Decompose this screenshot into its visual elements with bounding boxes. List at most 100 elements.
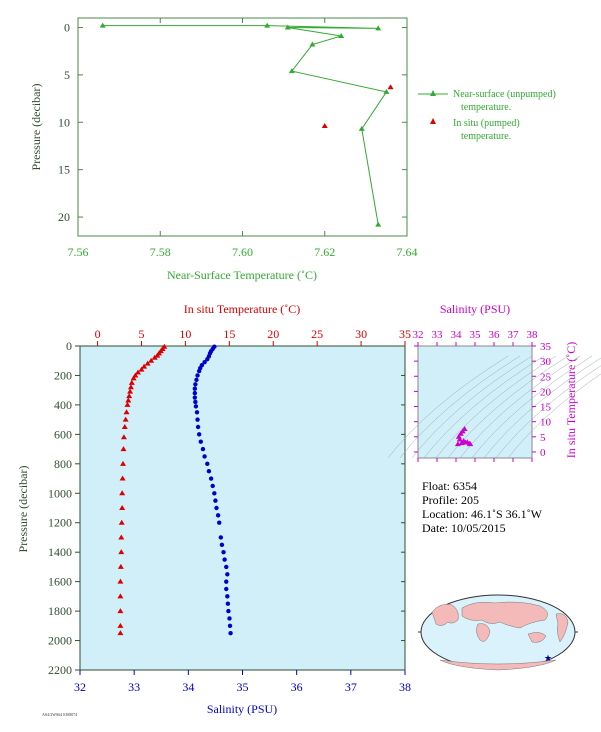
pressure-tick-label: 1800 [48,604,72,618]
ts-density-contour [435,355,557,459]
ts-chart: Salinity (PSU) In situ Temperature (˚C) … [387,302,601,462]
temperature-point [121,424,128,429]
temperature-tick-label: 25 [311,327,323,341]
legend-text-unpumped-line2: temperature. [461,102,511,113]
ts-density-contour [495,365,601,459]
temperature-tick-label: 35 [399,327,411,341]
near-surface-x-ticks: 7.56 7.58 7.60 7.62 7.64 [68,18,418,259]
legend-text-pumped-line1: In situ (pumped) [453,118,520,129]
salinity-point [217,520,222,525]
salinity-point [227,623,233,629]
pressure-tick-label: 0 [66,339,72,353]
salinity-tick-label: 37 [345,680,357,694]
ts-density-contour [387,355,509,459]
near-surface-x-tick-label: 7.60 [232,245,253,259]
salinity-point [225,572,230,577]
ts-point [461,425,468,431]
temperature-point [120,460,127,466]
profile-chart: 0 5 10 15 20 25 30 35 32 33 34 35 36 37 38 0 200 400 600… [16,302,411,716]
near-surface-x-tick-label: 7.56 [68,245,89,259]
temperature-point [154,352,161,358]
ts-x-tick-label: 35 [470,329,482,341]
salinity-point [214,505,219,511]
salinity-point [195,424,201,430]
unpumped-point [288,68,295,74]
unpumped-point [375,221,382,227]
info-location: Location: 46.1˚S 36.1˚W [422,507,543,521]
near-surface-y-tick-label: 15 [58,163,70,177]
ts-x-tick-label: 33 [432,329,444,341]
ts-y-tick-label: 25 [540,371,552,383]
ts-y-label: In situ Temperature (˚C) [564,342,578,459]
salinity-point [208,476,214,481]
map-land-africa [476,623,491,642]
temperature-point [128,379,135,385]
pumped-point [321,123,328,129]
map-land-eurasia [461,601,548,629]
pressure-tick-label: 1200 [48,516,72,530]
temperature-point [130,375,137,381]
ts-point [456,436,463,442]
temperature-point [126,393,133,399]
ts-y-ticks: 0 5 10 15 20 25 30 35 [414,341,552,459]
pressure-tick-label: 2200 [48,663,72,677]
salinity-point [198,439,203,444]
salinity-point [195,417,200,422]
salinity-point [196,432,202,437]
near-surface-y-label: Pressure (decibar) [29,84,43,171]
temperature-point [123,409,130,415]
salinity-point [193,404,199,409]
world-map: ★ [418,594,578,671]
temperature-point [119,505,126,510]
salinity-point [225,594,230,599]
salinity-point [205,461,210,467]
temperature-point [138,366,145,372]
near-surface-y-tick-label: 0 [64,20,70,34]
salinity-point [221,549,226,555]
pressure-tick-label: 1400 [48,545,72,559]
temperature-point [125,397,132,403]
salinity-point [194,377,199,383]
map-land-antarctica [439,659,557,671]
salinity-point [196,368,202,374]
profile-pressure-ticks: 0 200 400 600 800 1000 1200 1400 1600 1800 2000 220… [48,339,405,677]
salinity-tick-label: 32 [74,680,86,694]
profile-y-label: Pressure (decibar) [16,466,30,553]
info-float: Float: 6354 [422,479,477,493]
temperature-point [119,475,126,481]
temperature-point [141,363,148,369]
salinity-point [215,513,221,518]
ts-y-tick-label: 35 [540,341,552,353]
temperature-point [144,360,151,366]
unpumped-point [338,33,345,39]
ts-x-tick-label: 34 [451,329,463,341]
ts-x-label: Salinity (PSU) [440,302,510,316]
temperature-point [120,434,127,440]
temperature-point [122,416,129,422]
salinity-point [224,579,229,584]
footer-code: AS4/2WS64 EIS8074 [42,712,77,717]
unpumped-point [358,125,365,131]
profile-top-axis-label: In situ Temperature (˚C) [184,302,301,316]
ts-density-contour [399,355,521,459]
ts-y-tick-label: 20 [540,386,552,398]
temperature-series [117,343,168,636]
ts-density-contour [423,355,545,459]
salinity-point [193,382,198,387]
pressure-tick-label: 1600 [48,575,72,589]
temperature-tick-label: 10 [179,327,191,341]
profile-salinity-ticks: 32 33 34 35 36 37 38 [74,670,411,694]
salinity-tick-label: 35 [237,680,249,694]
profile-plot-frame [79,345,406,671]
salinity-point [202,454,207,459]
near-surface-x-tick-label: 7.62 [314,245,335,259]
ts-x-tick-label: 38 [527,329,539,341]
ts-x-tick-label: 32 [413,329,424,341]
unpumped-point [264,22,271,28]
temperature-point [118,549,125,555]
near-surface-x-label: Near-Surface Temperature (˚C) [167,268,317,282]
legend-text-unpumped-line1: Near-surface (unpumped) [453,89,556,100]
salinity-point [202,360,207,365]
salinity-point [192,390,198,396]
temperature-point [134,369,141,375]
